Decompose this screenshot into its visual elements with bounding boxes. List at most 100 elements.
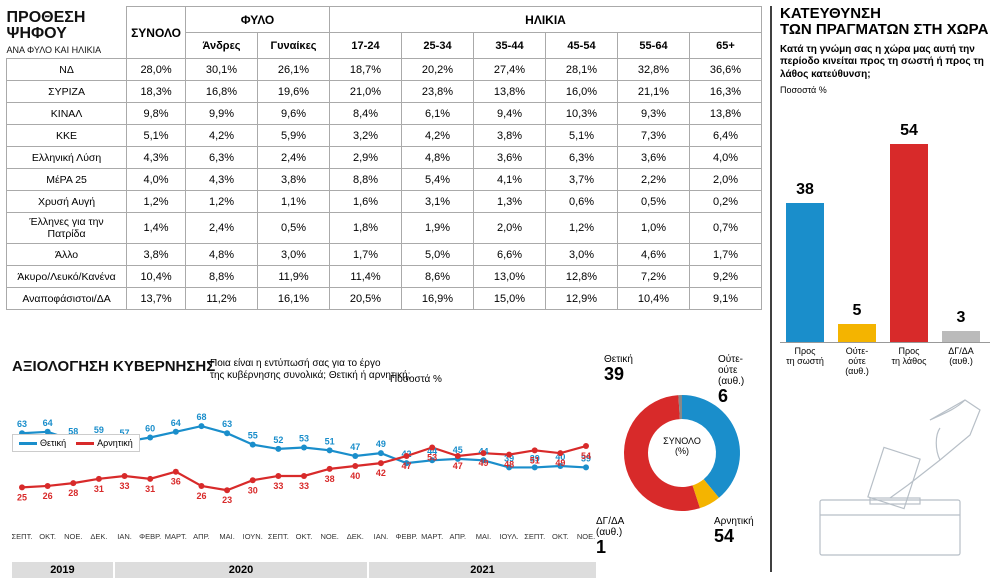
svg-text:ΝΟΕ.: ΝΟΕ. bbox=[577, 532, 595, 541]
table-cell: 16,1% bbox=[258, 288, 330, 310]
table-cell: 6,4% bbox=[690, 125, 762, 147]
svg-text:68: 68 bbox=[196, 412, 206, 422]
direction-bar-label: Προςτη σωστή bbox=[781, 347, 829, 367]
table-cell: 11,4% bbox=[330, 266, 402, 288]
table-row-label: Έλληνες για την Πατρίδα bbox=[7, 213, 127, 244]
table-cell: 3,8% bbox=[258, 169, 330, 191]
gov-evaluation-section: ΑΞΙΟΛΟΓΗΣΗ ΚΥΒΕΡΝΗΣΗΣ Ποια είναι η εντύπ… bbox=[12, 358, 596, 578]
svg-text:ΔΕΚ.: ΔΕΚ. bbox=[90, 532, 107, 541]
svg-text:ΝΟΕ.: ΝΟΕ. bbox=[320, 532, 338, 541]
svg-text:33: 33 bbox=[120, 481, 130, 491]
table-cell: 4,6% bbox=[618, 244, 690, 266]
table-cell: 5,1% bbox=[546, 125, 618, 147]
table-cell: 0,6% bbox=[546, 191, 618, 213]
table-cell: 1,7% bbox=[690, 244, 762, 266]
direction-pct-label: Ποσοστά % bbox=[780, 85, 998, 95]
svg-text:49: 49 bbox=[555, 458, 565, 468]
table-cell: 16,0% bbox=[546, 81, 618, 103]
svg-text:ΣΕΠΤ.: ΣΕΠΤ. bbox=[12, 532, 32, 541]
gov-pct-label: Ποσοστά % bbox=[390, 374, 442, 385]
table-cell: 6,1% bbox=[402, 103, 474, 125]
svg-text:49: 49 bbox=[376, 439, 386, 449]
table-cell: 6,3% bbox=[186, 147, 258, 169]
svg-text:55: 55 bbox=[248, 431, 258, 441]
table-cell: 4,3% bbox=[127, 147, 186, 169]
svg-text:47: 47 bbox=[402, 461, 412, 471]
table-cell: 10,4% bbox=[127, 266, 186, 288]
table-cell: 3,8% bbox=[474, 125, 546, 147]
table-cell: 28,0% bbox=[127, 59, 186, 81]
direction-bar bbox=[786, 203, 824, 342]
table-cell: 4,8% bbox=[402, 147, 474, 169]
direction-bar-label: Προςτη λάθος bbox=[885, 347, 933, 367]
direction-bar-chart: 38Προςτη σωστή5Ούτε-ούτε(αυθ.)54Προςτη λ… bbox=[780, 103, 990, 343]
table-cell: 1,4% bbox=[127, 213, 186, 244]
table-cell: 0,7% bbox=[690, 213, 762, 244]
svg-text:48: 48 bbox=[504, 460, 514, 470]
table-cell: 2,9% bbox=[330, 147, 402, 169]
svg-text:ΟΚΤ.: ΟΚΤ. bbox=[296, 532, 313, 541]
table-cell: 9,8% bbox=[127, 103, 186, 125]
svg-text:ΜΑΙ.: ΜΑΙ. bbox=[476, 532, 491, 541]
table-cell: 3,0% bbox=[546, 244, 618, 266]
table-cell: 13,8% bbox=[474, 81, 546, 103]
table-cell: 3,6% bbox=[618, 147, 690, 169]
table-cell: 1,2% bbox=[546, 213, 618, 244]
svg-text:25: 25 bbox=[17, 492, 27, 502]
svg-text:47: 47 bbox=[350, 442, 360, 452]
table-cell: 4,2% bbox=[402, 125, 474, 147]
svg-text:30: 30 bbox=[248, 485, 258, 495]
svg-text:47: 47 bbox=[453, 461, 463, 471]
table-cell: 8,4% bbox=[330, 103, 402, 125]
svg-text:63: 63 bbox=[222, 419, 232, 429]
table-cell: 9,1% bbox=[690, 288, 762, 310]
direction-bar-label: ΔΓ/ΔΑ(αυθ.) bbox=[937, 347, 985, 367]
donut-center: ΣΥΝΟΛΟ (%) bbox=[652, 436, 712, 456]
svg-text:60: 60 bbox=[145, 424, 155, 434]
svg-text:49: 49 bbox=[478, 458, 488, 468]
svg-text:31: 31 bbox=[94, 484, 104, 494]
table-cell: 3,7% bbox=[546, 169, 618, 191]
donut-label: Ούτε-ούτε(αυθ.)6 bbox=[718, 354, 762, 407]
table-cell: 13,8% bbox=[690, 103, 762, 125]
svg-text:ΝΟΕ.: ΝΟΕ. bbox=[64, 532, 82, 541]
svg-text:53: 53 bbox=[299, 433, 309, 443]
table-cell: 4,0% bbox=[127, 169, 186, 191]
svg-text:64: 64 bbox=[171, 418, 181, 428]
table-cell: 4,2% bbox=[186, 125, 258, 147]
table-cell: 3,0% bbox=[258, 244, 330, 266]
table-cell: 2,2% bbox=[618, 169, 690, 191]
table-row-label: Αναποφάσιστοι/ΔΑ bbox=[7, 288, 127, 310]
svg-text:33: 33 bbox=[299, 481, 309, 491]
table-cell: 16,8% bbox=[186, 81, 258, 103]
svg-text:ΑΠΡ.: ΑΠΡ. bbox=[193, 532, 210, 541]
direction-bar-value: 5 bbox=[838, 302, 876, 320]
donut-section: ΣΥΝΟΛΟ (%) Θετική39Ούτε-ούτε(αυθ.)6Αρνητ… bbox=[602, 358, 762, 578]
table-cell: 2,0% bbox=[690, 169, 762, 191]
table-cell: 5,1% bbox=[127, 125, 186, 147]
table-cell: 1,8% bbox=[330, 213, 402, 244]
table-cell: 5,9% bbox=[258, 125, 330, 147]
table-cell: 1,2% bbox=[186, 191, 258, 213]
svg-text:26: 26 bbox=[196, 491, 206, 501]
ballot-illustration bbox=[780, 380, 998, 570]
table-cell: 4,8% bbox=[186, 244, 258, 266]
svg-text:ΣΕΠΤ.: ΣΕΠΤ. bbox=[268, 532, 289, 541]
svg-text:ΜΑΙ.: ΜΑΙ. bbox=[219, 532, 234, 541]
svg-text:ΙΑΝ.: ΙΑΝ. bbox=[374, 532, 389, 541]
table-cell: 1,7% bbox=[330, 244, 402, 266]
poll-table: ΠΡΟΘΕΣΗΨΗΦΟΥΑΝΑ ΦΥΛΟ ΚΑΙ ΗΛΙΚΙΑΣΥΝΟΛΟΦΥΛ… bbox=[6, 6, 762, 310]
table-cell: 16,9% bbox=[402, 288, 474, 310]
table-cell: 3,1% bbox=[402, 191, 474, 213]
direction-bar-value: 3 bbox=[942, 309, 980, 327]
right-panel: ΚΑΤΕΥΘΥΝΣΗ ΤΩΝ ΠΡΑΓΜΑΤΩΝ ΣΤΗ ΧΩΡΑ Κατά τ… bbox=[780, 6, 998, 343]
table-cell: 8,6% bbox=[402, 266, 474, 288]
year-label: 2021 bbox=[369, 562, 596, 578]
table-cell: 4,0% bbox=[690, 147, 762, 169]
svg-text:23: 23 bbox=[222, 495, 232, 505]
donut-label: Αρνητική54 bbox=[714, 516, 754, 547]
table-cell: 9,6% bbox=[258, 103, 330, 125]
table-cell: 1,6% bbox=[330, 191, 402, 213]
table-row-label: ΣΥΡΙΖΑ bbox=[7, 81, 127, 103]
table-cell: 1,2% bbox=[127, 191, 186, 213]
